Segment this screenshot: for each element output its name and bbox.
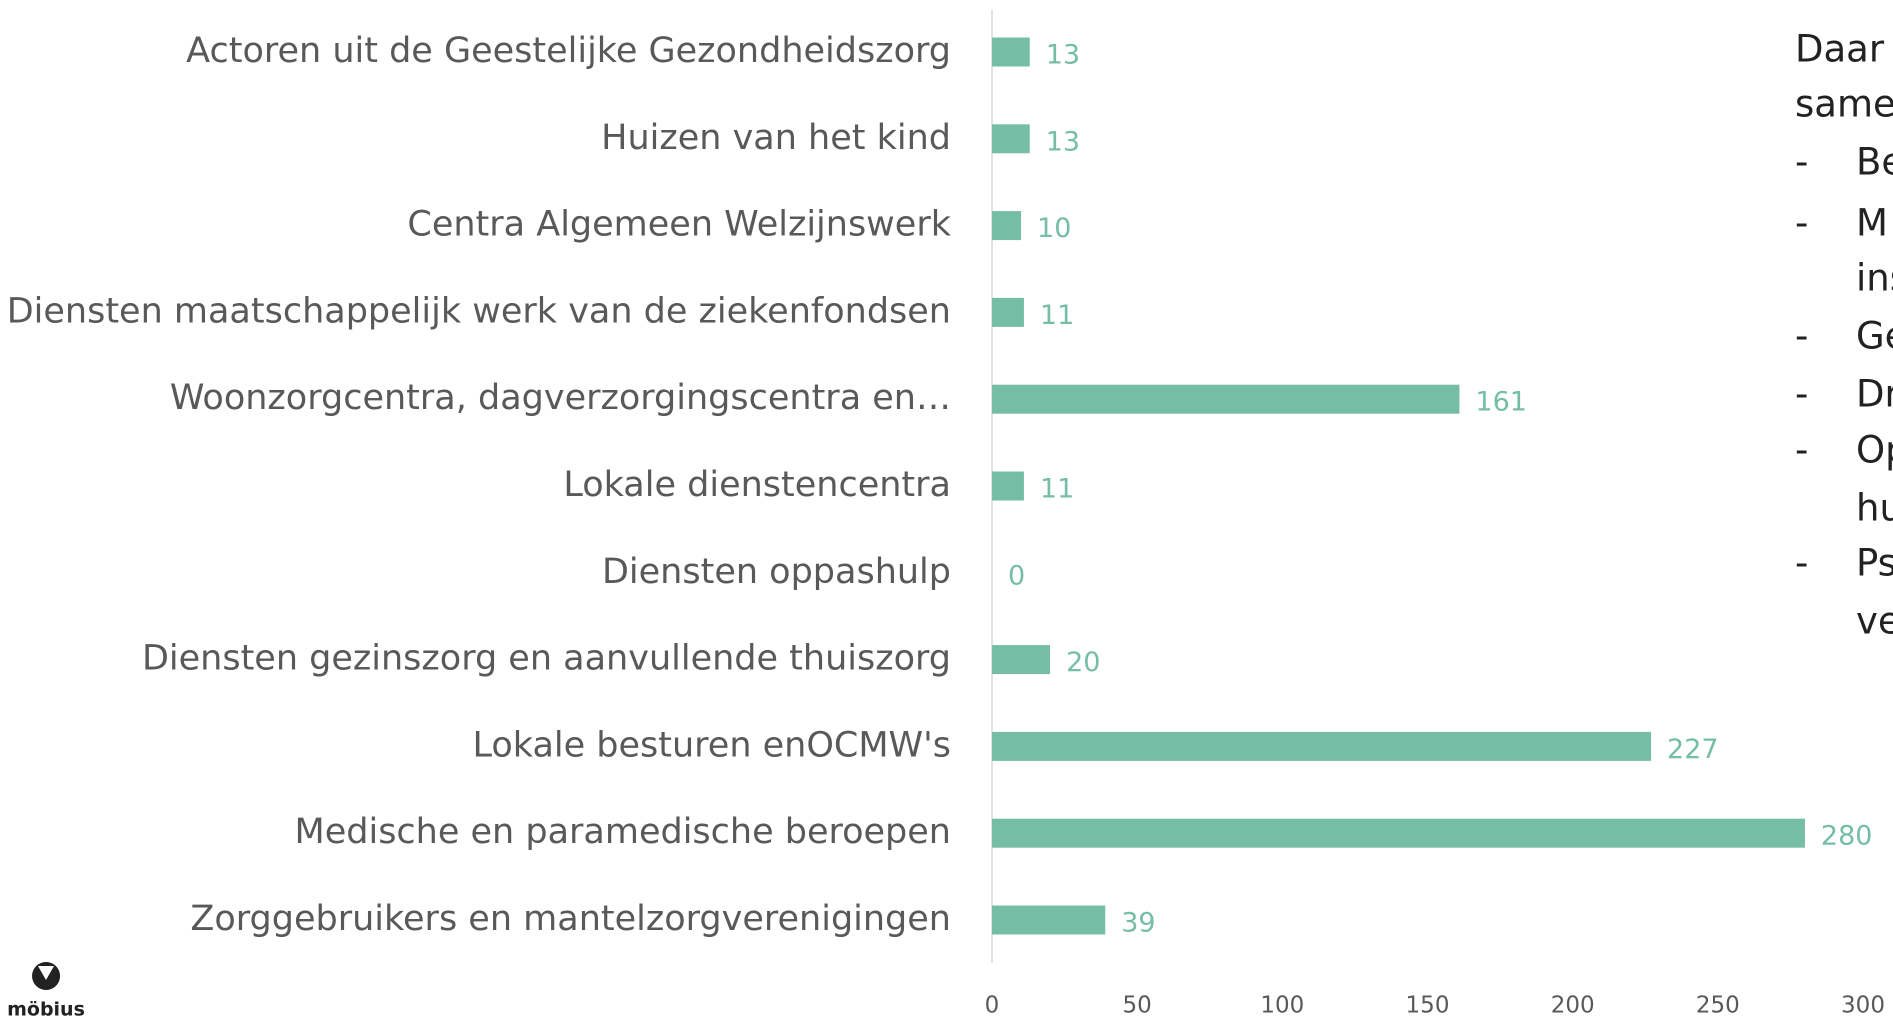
side-text: Be (1856, 141, 1893, 184)
side-text: Op (1856, 429, 1893, 472)
bar (992, 905, 1106, 935)
side-text: Ps (1856, 542, 1893, 585)
logo-text: möbius (7, 999, 85, 1021)
side-text: ins (1856, 257, 1893, 300)
data-label: 39 (1121, 908, 1155, 939)
logo-icon (32, 962, 61, 990)
x-tick-label: 200 (1551, 993, 1595, 1019)
bar (992, 731, 1652, 761)
side-text: same (1795, 83, 1893, 126)
side-text: M (1856, 202, 1888, 245)
x-tick-label: 100 (1260, 993, 1304, 1019)
y-tick-label: Zorggebruikers en mantelzorgverenigingen (190, 899, 951, 939)
data-label: 227 (1667, 734, 1719, 765)
data-label: 20 (1066, 647, 1100, 678)
data-label: 11 (1040, 474, 1074, 505)
side-text: ve (1856, 600, 1893, 643)
y-tick-label: Diensten oppashulp (602, 552, 951, 592)
data-label: 0 (1008, 560, 1025, 591)
data-label: 10 (1037, 213, 1071, 244)
side-text: Daar (1795, 28, 1885, 71)
x-tick-label: 150 (1406, 993, 1450, 1019)
x-tick-label: 0 (985, 993, 1000, 1019)
bullet: - (1795, 429, 1808, 472)
side-text: hu (1856, 487, 1893, 530)
bar (992, 124, 1030, 154)
bullet: - (1795, 542, 1808, 585)
y-tick-label: Diensten maatschappelijk werk van de zie… (7, 291, 951, 331)
bar (992, 818, 1805, 848)
bullet: - (1795, 315, 1808, 358)
data-label: 13 (1046, 126, 1080, 157)
x-tick-label: 50 (1123, 993, 1152, 1019)
x-tick-label: 250 (1696, 993, 1740, 1019)
y-tick-label: Lokale dienstencentra (563, 465, 951, 505)
bar (992, 384, 1460, 414)
data-label: 280 (1821, 821, 1873, 852)
y-tick-label: Woonzorgcentra, dagverzorgingscentra en… (170, 378, 951, 418)
bullet: - (1795, 202, 1808, 245)
y-tick-label: Lokale besturen enOCMW's (473, 725, 952, 765)
bullet: - (1795, 141, 1808, 184)
data-label: 161 (1475, 387, 1527, 418)
side-text: Dr (1856, 373, 1893, 416)
x-tick-label: 300 (1841, 993, 1885, 1019)
side-text: Ge (1856, 315, 1893, 358)
bar (992, 211, 1022, 241)
bar (992, 37, 1030, 67)
data-label: 13 (1046, 40, 1080, 71)
y-tick-label: Huizen van het kind (601, 118, 951, 158)
bullet: - (1795, 373, 1808, 416)
bar (992, 471, 1024, 501)
data-label: 11 (1040, 300, 1074, 331)
y-tick-label: Actoren uit de Geestelijke Gezondheidszo… (186, 31, 951, 71)
y-tick-label: Medische en paramedische beroepen (295, 812, 951, 852)
bar (992, 297, 1024, 327)
bar (992, 645, 1051, 675)
y-tick-label: Diensten gezinszorg en aanvullende thuis… (142, 639, 951, 679)
y-tick-label: Centra Algemeen Welzijnswerk (407, 205, 951, 245)
